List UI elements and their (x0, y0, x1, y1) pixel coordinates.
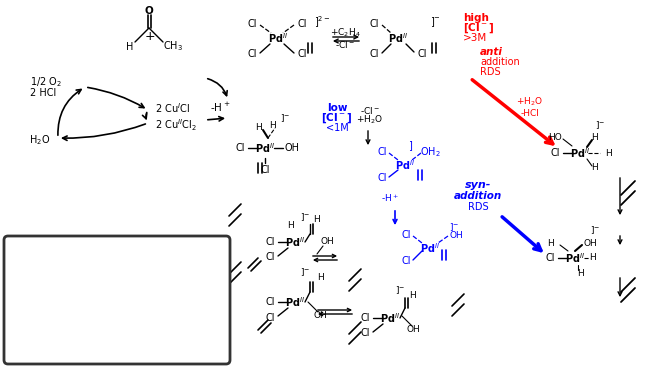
Text: Cl: Cl (401, 256, 411, 266)
Text: Cl: Cl (265, 237, 275, 247)
Text: Pd$^{II}$: Pd$^{II}$ (388, 31, 408, 45)
Text: ]$^{-}$: ]$^{-}$ (395, 284, 405, 296)
Text: Cl: Cl (377, 147, 387, 157)
Text: CH$_3$: CH$_3$ (163, 39, 183, 53)
Text: H: H (268, 121, 276, 130)
Text: Pd$^{II}$: Pd$^{II}$ (285, 235, 305, 249)
Text: -Cl$^-$: -Cl$^-$ (360, 104, 380, 115)
Text: HO: HO (548, 134, 562, 142)
Text: -H$^+$: -H$^+$ (210, 100, 230, 114)
Text: OH: OH (449, 231, 463, 239)
Text: OH: OH (285, 143, 300, 153)
Text: Pd$^{II}$: Pd$^{II}$ (570, 146, 590, 160)
Text: +C$_2$H$_4$: +C$_2$H$_4$ (330, 27, 360, 39)
Text: H: H (577, 269, 584, 278)
Text: addition: addition (454, 191, 502, 201)
Text: ]$^{2-}$: ]$^{2-}$ (314, 14, 331, 30)
Text: 1/2 O$_2$: 1/2 O$_2$ (30, 75, 62, 89)
Text: +H$_2$O: +H$_2$O (516, 96, 543, 108)
Text: Cl: Cl (545, 253, 554, 263)
Text: ]$^{-}$: ]$^{-}$ (280, 112, 290, 124)
Text: Cl: Cl (235, 143, 245, 153)
Text: +H$_2$O: +H$_2$O (356, 114, 384, 126)
Text: H: H (592, 134, 599, 142)
Text: ]: ] (408, 140, 412, 150)
Text: low [Cl$^-$] Rate =: low [Cl$^-$] Rate = (15, 246, 101, 258)
Text: -Cl$^-$: -Cl$^-$ (335, 38, 355, 50)
Text: Cl: Cl (360, 328, 370, 338)
Text: anti: anti (480, 47, 503, 57)
Text: -HCl: -HCl (521, 108, 539, 118)
Text: Cl: Cl (369, 49, 379, 59)
Text: OH: OH (583, 239, 597, 248)
Text: Pd$^{II}$: Pd$^{II}$ (255, 141, 275, 155)
Text: H: H (592, 164, 599, 172)
Text: Pd$^{II}$: Pd$^{II}$ (380, 311, 400, 325)
Text: Cl: Cl (247, 19, 257, 29)
Text: syn-: syn- (465, 180, 491, 190)
Text: >3M: >3M (463, 33, 488, 43)
Text: addition: addition (480, 57, 520, 67)
Text: Pd$^{II}$: Pd$^{II}$ (420, 241, 440, 255)
Text: [Cl$^-$]: [Cl$^-$] (322, 111, 352, 125)
Text: OH: OH (406, 326, 420, 334)
Text: Cl: Cl (260, 165, 270, 175)
Text: H: H (317, 273, 324, 283)
Text: H: H (604, 148, 612, 158)
Text: Cl: Cl (265, 313, 275, 323)
Text: ]$^{-}$: ]$^{-}$ (300, 266, 310, 278)
Text: -H$^+$: -H$^+$ (381, 192, 399, 204)
Text: H: H (313, 215, 320, 225)
Text: [PdCl$_4$]$^{2-}$ · [C$_2$H$_4$]: [PdCl$_4$]$^{2-}$ · [C$_2$H$_4$] (140, 237, 216, 251)
Text: Pd$^{II}$: Pd$^{II}$ (395, 158, 415, 172)
Text: Cl: Cl (551, 148, 560, 158)
Text: ]$^{-}$: ]$^{-}$ (590, 224, 600, 236)
Text: 2 Cu$^I$Cl: 2 Cu$^I$Cl (155, 101, 190, 115)
Text: H: H (255, 124, 261, 132)
Text: Pd$^{II}$: Pd$^{II}$ (285, 295, 305, 309)
Text: Cl: Cl (360, 313, 370, 323)
Text: Cl: Cl (265, 297, 275, 307)
Text: RDS: RDS (480, 67, 500, 77)
Text: Pd$^{II}$: Pd$^{II}$ (565, 251, 585, 265)
Text: low: low (327, 103, 347, 113)
Text: [Cl$^-$]: [Cl$^-$] (161, 278, 185, 290)
Text: Cl: Cl (297, 19, 307, 29)
Text: H: H (547, 239, 553, 248)
Text: Cl: Cl (401, 230, 411, 240)
Text: <1M: <1M (326, 123, 348, 133)
Text: H$_2$O: H$_2$O (29, 133, 51, 147)
Text: H: H (410, 290, 417, 299)
Text: RDS: RDS (468, 202, 488, 212)
Text: 2 Cu$^{II}$Cl$_2$: 2 Cu$^{II}$Cl$_2$ (155, 117, 197, 133)
Text: Cl: Cl (369, 19, 379, 29)
Text: Cl: Cl (265, 252, 275, 262)
Text: OH: OH (313, 312, 327, 320)
Text: H: H (287, 221, 293, 229)
Text: Cl: Cl (247, 49, 257, 59)
Text: high: high (463, 13, 489, 23)
Text: +: + (145, 30, 155, 43)
Text: Cl: Cl (297, 49, 307, 59)
Text: ]$^{-}$: ]$^{-}$ (430, 15, 441, 29)
Text: H: H (589, 253, 595, 262)
Text: 2 HCl: 2 HCl (30, 88, 57, 98)
Text: OH: OH (320, 238, 334, 246)
Text: ]$^{-}$: ]$^{-}$ (595, 119, 605, 131)
Text: OH$_2$: OH$_2$ (420, 145, 440, 159)
Text: [Cl$^-$]: [Cl$^-$] (463, 21, 494, 35)
Text: Cl: Cl (377, 173, 387, 183)
Text: high [Cl$^-$] Rate =: high [Cl$^-$] Rate = (15, 272, 106, 285)
Text: H: H (126, 42, 134, 52)
Text: Cl: Cl (417, 49, 427, 59)
Text: ]$^{-}$: ]$^{-}$ (300, 211, 310, 223)
Text: [Cl$^-$]$^2$ [H$^+$]: [Cl$^-$]$^2$ [H$^+$] (130, 250, 180, 263)
Text: [PdCl$_4$]$^{2-}$ · [C$_2$H$_4$]: [PdCl$_4$]$^{2-}$ · [C$_2$H$_4$] (145, 262, 222, 276)
Text: O: O (144, 6, 153, 16)
FancyBboxPatch shape (4, 236, 230, 364)
Text: ]$^{-}$: ]$^{-}$ (449, 221, 459, 233)
Text: Pd$^{II}$: Pd$^{II}$ (268, 31, 288, 45)
